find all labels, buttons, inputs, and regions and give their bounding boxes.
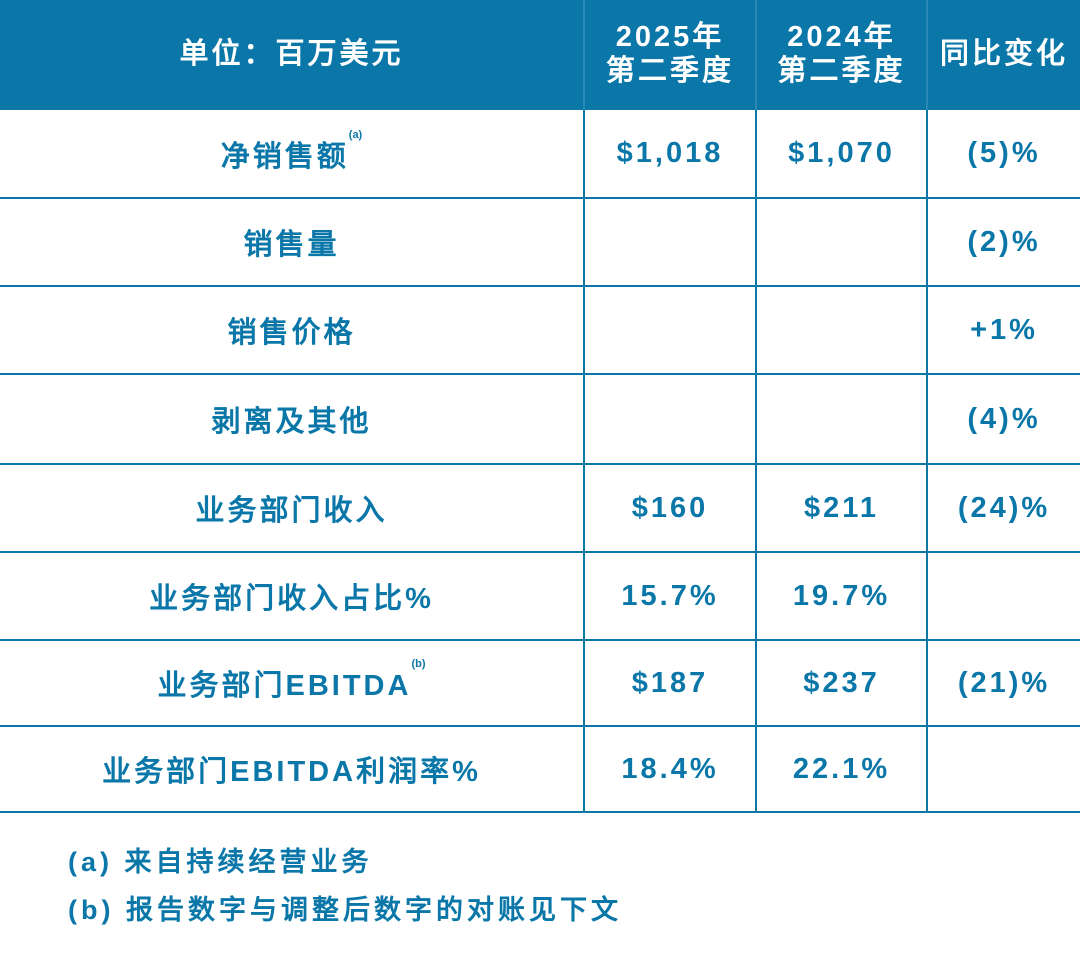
value-v2 [755, 197, 928, 287]
row-label: 业务部门收入占比% [0, 551, 585, 641]
table-row: 净销售额(a) $1,018 $1,070 (5)% [0, 108, 1080, 199]
value-v3: (24)% [926, 463, 1080, 553]
table-row: 业务部门收入占比% 15.7% 19.7% [0, 551, 1080, 641]
footnote-a: (a) 来自持续经营业务 [68, 847, 373, 877]
value-v1: $1,018 [583, 108, 757, 199]
value-v3 [926, 725, 1080, 813]
row-label: 销售量 [0, 197, 585, 287]
value-v1 [583, 373, 757, 465]
row-label: 净销售额(a) [0, 108, 585, 199]
footnote-marker: (a) [348, 128, 363, 141]
table-row: 销售价格 +1% [0, 285, 1080, 375]
table-row: 业务部门EBITDA(b) $187 $237 (21)% [0, 639, 1080, 727]
row-label: 销售价格 [0, 285, 585, 375]
value-v2: $1,070 [755, 108, 928, 199]
footnote-b: (b) 报告数字与调整后数字的对账见下文 [68, 895, 622, 925]
footnotes: (a) 来自持续经营业务 (b) 报告数字与调整后数字的对账见下文 [68, 838, 622, 934]
table-row: 业务部门收入 $160 $211 (24)% [0, 463, 1080, 553]
header-yoy: 同比变化 [926, 0, 1080, 109]
value-v3: (2)% [926, 197, 1080, 287]
value-v3: (4)% [926, 373, 1080, 465]
value-v3: (5)% [926, 108, 1080, 199]
row-label: 业务部门EBITDA利润率% [0, 725, 585, 813]
value-v3 [926, 551, 1080, 641]
value-v2: 19.7% [755, 551, 928, 641]
header-unit: 单位：百万美元 [0, 0, 584, 109]
value-v2 [755, 373, 928, 465]
value-v2: $211 [755, 463, 928, 553]
header-2025q2: 2025年 第二季度 [583, 0, 756, 109]
header-row: 单位：百万美元 2025年 第二季度 2024年 第二季度 同比变化 [0, 0, 1080, 109]
value-v1: 15.7% [583, 551, 757, 641]
footnote-marker: (b) [411, 658, 426, 670]
header-2024q2: 2024年 第二季度 [755, 0, 927, 109]
table-row: 剥离及其他 (4)% [0, 373, 1080, 465]
value-v2: $237 [755, 639, 928, 727]
value-v1: $187 [583, 639, 757, 727]
value-v2 [755, 285, 928, 375]
value-v1 [583, 197, 757, 287]
table-row: 业务部门EBITDA利润率% 18.4% 22.1% [0, 725, 1080, 813]
row-label: 业务部门EBITDA(b) [0, 639, 585, 727]
financial-table: 单位：百万美元 2025年 第二季度 2024年 第二季度 同比变化 净销售额(a)… [0, 0, 1080, 813]
table-row: 销售量 (2)% [0, 197, 1080, 287]
value-v1 [583, 285, 757, 375]
value-v3: +1% [926, 285, 1080, 375]
value-v3: (21)% [926, 639, 1080, 727]
row-label: 剥离及其他 [0, 373, 585, 465]
value-v1: $160 [583, 463, 757, 553]
row-label: 业务部门收入 [0, 463, 585, 553]
value-v2: 22.1% [755, 725, 928, 813]
value-v1: 18.4% [583, 725, 757, 813]
